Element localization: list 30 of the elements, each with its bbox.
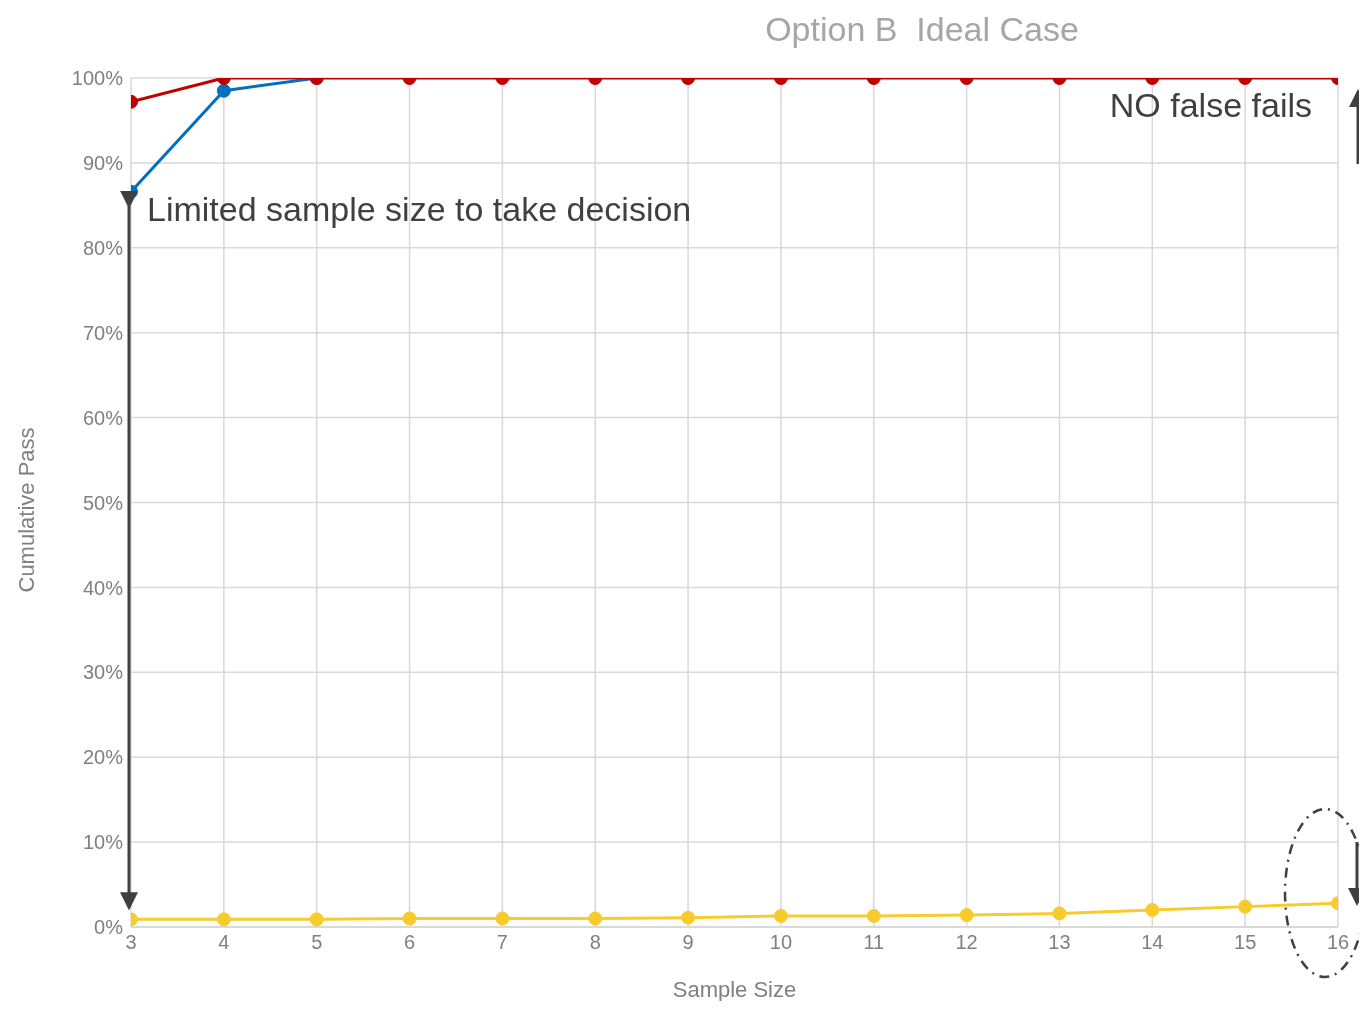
annotation: Limited sample size to take decision	[147, 189, 692, 229]
chart-title: Option B Ideal Case	[764, 10, 1080, 49]
annotation: NO false fails	[1109, 86, 1312, 125]
x-tick-label: 7	[496, 931, 508, 954]
y-tick-label: 0%	[94, 916, 124, 939]
x-tick-label: 4	[218, 931, 230, 954]
x-tick-label: 12	[955, 931, 978, 954]
y-tick-label: 60%	[82, 406, 124, 429]
x-tick-label: 13	[1048, 931, 1071, 954]
x-tick-label: 11	[863, 931, 885, 954]
y-tick-label: 90%	[82, 152, 124, 174]
y-tick-label: 10%	[82, 831, 124, 854]
y-tick-label: 50%	[82, 491, 124, 514]
y-tick-label: 70%	[82, 321, 124, 344]
y-tick-label: 80%	[82, 236, 124, 259]
x-tick-label: 5	[311, 931, 323, 954]
y-tick-label: 40%	[82, 576, 124, 599]
y-tick-label: 20%	[82, 746, 124, 769]
y-tick-label: 30%	[82, 661, 124, 684]
y-axis-title: Cumulative Pass	[13, 427, 39, 593]
y-tick-label: 100%	[71, 67, 124, 90]
x-tick-label: 8	[589, 931, 601, 954]
x-tick-label: 14	[1141, 931, 1164, 954]
x-tick-label: 15	[1234, 931, 1257, 954]
x-tick-label: 10	[769, 931, 793, 954]
x-axis-title: Sample Size	[672, 977, 797, 1002]
x-tick-label: 3	[125, 931, 137, 954]
x-tick-label: 6	[403, 931, 416, 954]
x-tick-label: 9	[682, 931, 694, 954]
x-tick-label: 16	[1326, 931, 1350, 954]
